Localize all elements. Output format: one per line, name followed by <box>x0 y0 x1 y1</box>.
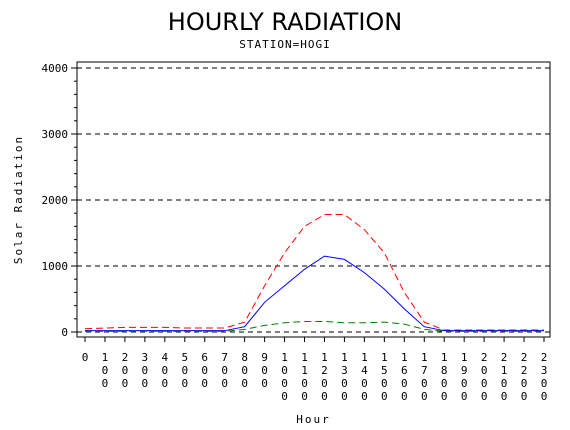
chart-subtitle: STATION=HOGI <box>239 38 330 51</box>
x-axis: 0 1 0 0 2 0 0 3 0 0 4 0 0 5 0 0 6 0 0 7 0 0 8 0 0 9 0 0 1 0 0 0 1 1 0 0 1 2 0 0… <box>82 337 548 403</box>
y-axis: 0 1000 2000 3000 4000 <box>42 62 77 339</box>
y-tick-label: 3000 <box>42 128 69 141</box>
x-axis-label: Hour <box>296 413 331 426</box>
y-tick-label: 2000 <box>42 194 69 207</box>
series-lines <box>84 214 544 332</box>
series-line-0 <box>84 214 544 331</box>
chart-title: HOURLY RADIATION <box>168 8 402 36</box>
series-line-2 <box>85 320 544 332</box>
x-tick-label: 0 <box>82 351 89 364</box>
y-axis-label: Solar Radiation <box>12 135 25 264</box>
gridlines <box>77 67 550 333</box>
y-tick-label: 4000 <box>42 62 69 75</box>
y-tick-label: 0 <box>61 326 68 339</box>
series-line-1 <box>85 255 544 332</box>
y-tick-label: 1000 <box>42 260 69 273</box>
